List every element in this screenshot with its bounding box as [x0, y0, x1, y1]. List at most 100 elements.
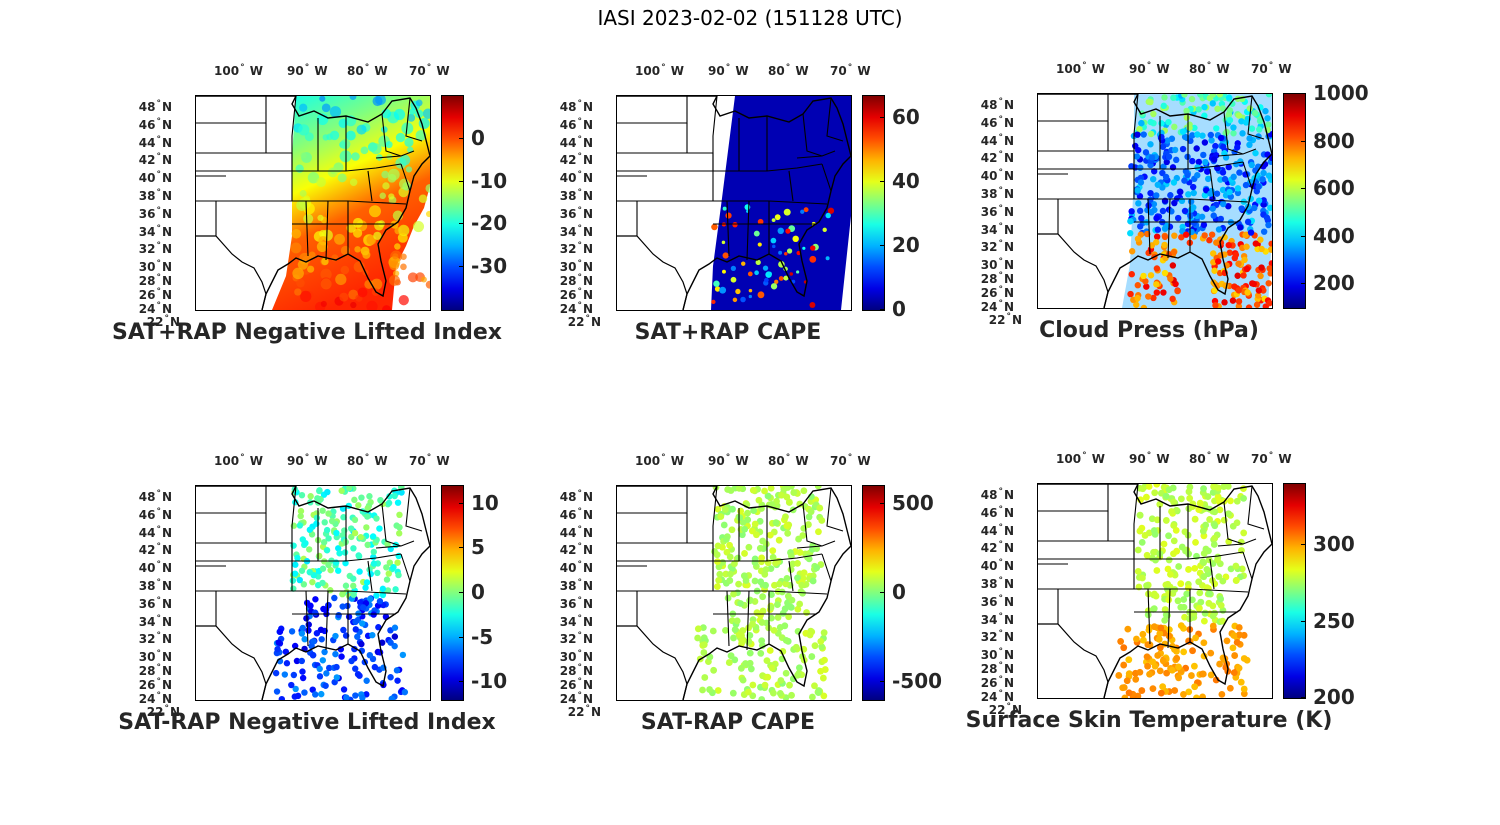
data-point [299, 189, 307, 197]
colorbar-tick-label: -30 [471, 254, 508, 279]
colorbar-tick-mark [1301, 235, 1305, 237]
data-point [1240, 485, 1247, 493]
data-point [312, 596, 319, 603]
state-boundary [1107, 511, 1135, 589]
data-point [343, 694, 350, 700]
data-point [1134, 546, 1142, 554]
data-point [1155, 635, 1163, 643]
data-point [796, 250, 801, 256]
data-point [709, 627, 717, 635]
data-point [750, 507, 758, 515]
data-point [796, 549, 804, 556]
data-point [1151, 530, 1159, 538]
data-point [350, 575, 357, 582]
latitude-tick-label: 38°N [559, 578, 593, 593]
data-point [1163, 669, 1171, 677]
map-area [195, 95, 431, 311]
data-point [340, 265, 350, 275]
data-point [1140, 272, 1147, 280]
data-point [1128, 271, 1135, 278]
data-point [1191, 124, 1198, 132]
data-point [304, 132, 314, 142]
data-point [1175, 674, 1183, 682]
data-point [302, 539, 309, 547]
data-point [827, 207, 835, 214]
data-point [1160, 289, 1167, 296]
data-point [1218, 691, 1226, 698]
longitude-tick-label: 90° W [287, 453, 328, 468]
data-point [763, 657, 771, 665]
data-point [350, 582, 357, 590]
data-point [714, 687, 722, 694]
data-point [800, 209, 805, 214]
data-point [1260, 228, 1268, 235]
data-point [1134, 235, 1142, 243]
data-point [382, 305, 392, 310]
data-point [1157, 624, 1165, 632]
data-point [1216, 94, 1224, 98]
data-point [278, 695, 285, 700]
data-point [786, 248, 793, 254]
latitude-tick-label: 44°N [980, 132, 1014, 148]
data-point [352, 626, 359, 633]
data-point [1225, 241, 1232, 249]
data-point [425, 210, 430, 218]
data-point [815, 528, 822, 536]
state-boundary [305, 590, 309, 647]
data-point [762, 265, 769, 271]
data-point [714, 542, 722, 550]
data-point [1192, 538, 1199, 546]
data-point [309, 686, 316, 693]
data-point [1149, 658, 1157, 666]
latitude-tick-label: 40°N [138, 560, 172, 576]
data-point [363, 677, 370, 684]
data-point [1217, 215, 1225, 223]
data-point [1230, 173, 1237, 181]
data-point [1141, 532, 1149, 539]
latitude-tick-label: 28°N [138, 663, 172, 678]
data-point [720, 521, 728, 529]
colorbar-tick-mark [459, 681, 463, 683]
data-point [1194, 164, 1201, 171]
data-point [1263, 214, 1271, 221]
map-svg [196, 486, 430, 700]
data-point [347, 525, 355, 532]
data-point [376, 525, 383, 532]
state-boundary [291, 96, 297, 171]
data-point [1171, 232, 1178, 239]
data-point [1133, 301, 1140, 308]
data-point [325, 664, 333, 672]
data-point [794, 605, 802, 613]
data-point [1137, 179, 1145, 186]
data-point [706, 686, 713, 693]
data-point [305, 546, 313, 553]
data-point [415, 99, 423, 107]
colorbar [862, 95, 885, 311]
colorbar-tick-mark [880, 592, 884, 593]
data-point [386, 493, 393, 500]
data-point [782, 513, 789, 521]
data-point [1180, 691, 1187, 698]
data-point [788, 691, 795, 699]
data-point [771, 218, 776, 223]
state-boundary [712, 96, 718, 171]
data-point [769, 553, 777, 561]
data-point [1247, 229, 1255, 236]
colorbar-tick-label: 60 [892, 105, 920, 130]
colorbar-tick-mark [880, 502, 884, 504]
data-point [817, 667, 824, 675]
data-point [1181, 133, 1189, 141]
data-point [388, 274, 400, 286]
data-point [1134, 131, 1141, 138]
data-point [282, 648, 290, 655]
data-point [735, 580, 743, 588]
data-point [700, 641, 708, 649]
data-point [749, 486, 757, 494]
latitude-tick-label: 34°N [559, 613, 593, 629]
longitude-tick-label: 80° W [1189, 451, 1230, 466]
data-point [1170, 179, 1178, 186]
data-point [1188, 596, 1196, 604]
data-point [738, 531, 746, 539]
data-point [754, 270, 759, 276]
data-point [303, 213, 314, 224]
